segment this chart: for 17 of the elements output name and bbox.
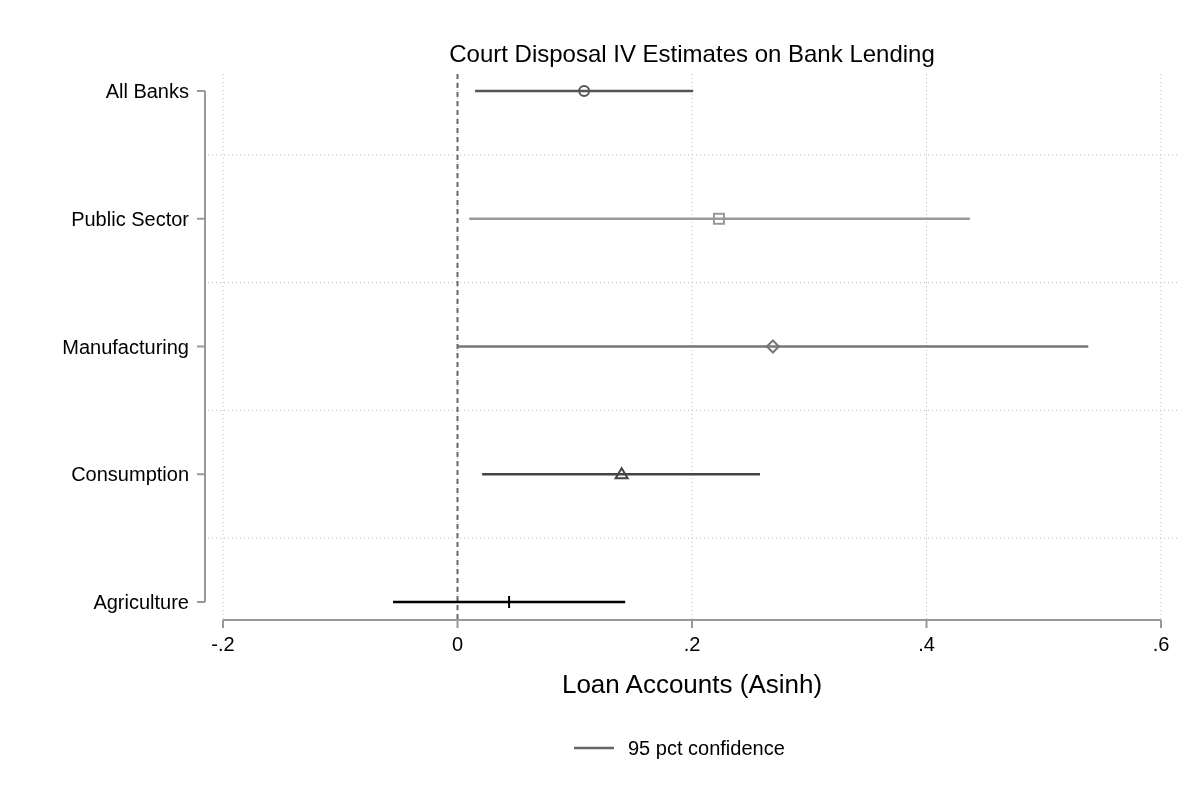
legend-title: 95 pct confidence	[628, 737, 785, 759]
x-tick-label: -.2	[211, 633, 235, 655]
point	[614, 467, 629, 480]
y-tick-label: Public Sector	[71, 207, 190, 230]
x-tick-label: .4	[918, 633, 935, 655]
x-tick-label: .2	[683, 633, 701, 655]
y-tick-label: All Banks	[105, 80, 189, 102]
y-tick-label: Agriculture	[93, 591, 189, 613]
x-axis-title: Loan Accounts (Asinh)	[561, 669, 823, 699]
point	[765, 339, 780, 354]
point	[712, 212, 725, 225]
x-tick-label: .6	[1152, 633, 1170, 655]
chart-title: Court Disposal IV Estimates on Bank Lending	[449, 40, 935, 67]
x-tick-label: 0	[451, 633, 464, 655]
point	[578, 85, 591, 97]
y-tick-label: Manufacturing	[62, 335, 189, 358]
y-tick-label: Consumption	[71, 463, 189, 486]
